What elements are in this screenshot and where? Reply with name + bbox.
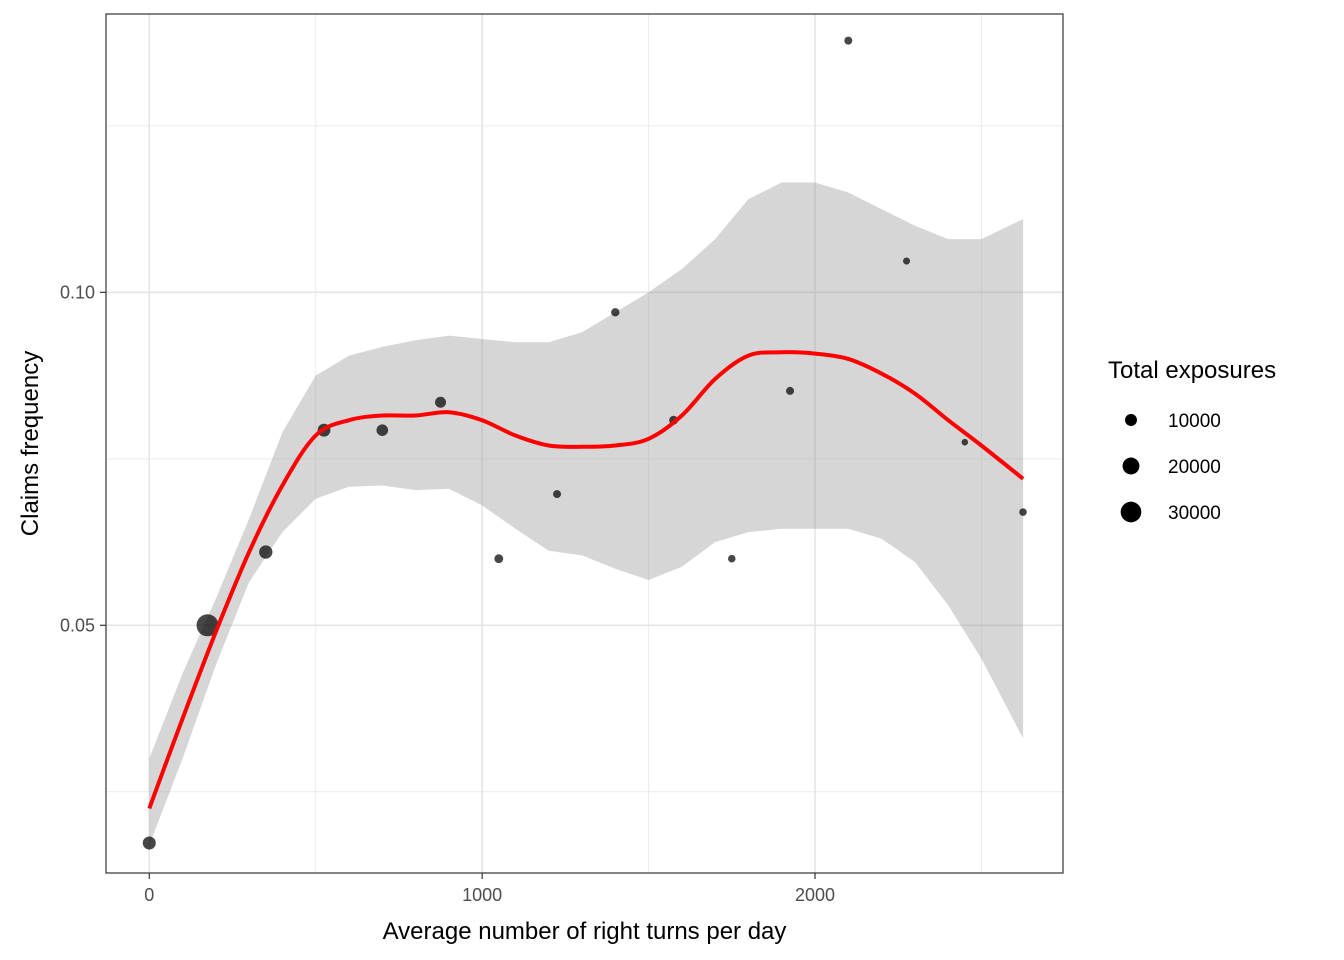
smooth-line [147,350,1025,810]
data-point [1019,508,1027,516]
legend-key [1122,457,1140,475]
data-point [553,490,562,499]
data-point [961,438,969,446]
y-tick-label: 0.10 [60,282,95,302]
data-points [142,36,1027,850]
data-point [786,386,795,395]
legend-label: 20000 [1168,457,1221,478]
data-point [494,554,504,564]
confidence-band [149,182,1024,845]
legend-key [1125,414,1137,426]
y-tick-label: 0.05 [60,615,95,635]
y-axis-title: Claims frequency [17,351,44,536]
x-tick-label: 1000 [462,885,502,905]
x-axis-title: Average number of right turns per day [383,918,787,945]
x-tick-label: 2000 [795,885,835,905]
x-axis: 0 1000 2000 [144,873,835,905]
data-point [142,836,156,850]
legend-label: 30000 [1168,503,1221,524]
legend-key [1120,501,1142,523]
plot-panel [105,13,1064,874]
data-point [196,614,219,637]
x-tick-label: 0 [144,885,154,905]
data-point [435,396,447,408]
data-point [844,36,853,45]
major-gridlines [106,14,1063,873]
y-axis: 0.05 0.10 [60,282,106,635]
data-point [903,257,911,265]
data-point [611,308,620,317]
data-point [259,545,273,559]
panel-border [105,13,1064,874]
legend-label: 10000 [1168,411,1221,432]
data-point [728,554,736,563]
legend-title: Total exposures [1108,357,1276,384]
data-point [376,424,389,436]
size-legend: Total exposures 10000 20000 30000 [1108,357,1276,524]
